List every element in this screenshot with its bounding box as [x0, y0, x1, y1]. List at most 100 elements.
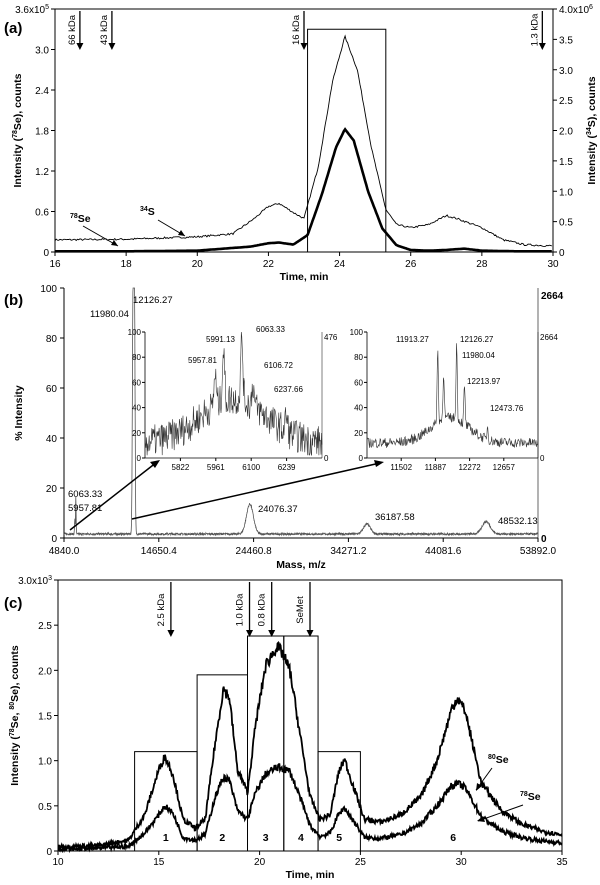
size-marker-label: 2.5 kDa	[156, 593, 167, 626]
y-tick-label: 2.5	[38, 621, 52, 632]
inset-pointer-high-head	[374, 460, 384, 467]
x-tick-label: 25	[355, 857, 367, 868]
y-axis-label: % Intensity	[13, 385, 25, 441]
y-tick-label-left: 3.0	[35, 46, 49, 57]
inset-y-tick-label: 0	[137, 454, 142, 463]
inset-y-tick-label: 40	[132, 404, 141, 413]
inset-x-tick-label: 6100	[242, 463, 260, 472]
y-tick-label-right: 4.0x106	[559, 4, 593, 16]
y-tick-label: 0.5	[38, 802, 52, 813]
inset-y-tick-label: 20	[132, 429, 141, 438]
inset-y-tick-label: 20	[354, 429, 363, 438]
y-tick-label: 1.0	[38, 757, 52, 768]
y-tick-label-right: 2.5	[559, 96, 573, 107]
x-tick-label: 22	[263, 259, 275, 270]
size-marker-arrow-head	[76, 43, 84, 50]
y-tick-label-right: 3.0	[559, 66, 573, 77]
x-tick-label: 14650.4	[141, 546, 178, 557]
size-marker-label: 1.3 kDa	[529, 13, 540, 46]
inset-y-tick-label: 80	[354, 353, 363, 362]
inset-y-tick-label: 80	[132, 353, 141, 362]
inset-low-mass: 0 20 40 60 80 100 5822 5961 6100 6239 476 0 5991.13 6…	[128, 325, 338, 472]
peak-label: 48532.13	[498, 516, 538, 527]
label-80se: 80Se	[488, 754, 509, 766]
y-tick-label: 100	[40, 284, 57, 295]
y-tick-label: 0	[46, 847, 52, 858]
fraction-label: 5	[336, 832, 342, 844]
inset-peak-label: 11980.04	[462, 351, 495, 360]
size-marker-arrow-head	[300, 43, 308, 50]
y-tick-label-right: 0	[559, 248, 565, 259]
x-axis-label: Time, min	[286, 869, 335, 881]
y-tick-label: 60	[46, 384, 58, 395]
size-marker-label: 43 kDa	[99, 14, 110, 45]
inset-peak-label: 11913.27	[396, 335, 429, 344]
label-78se: 78Se	[70, 213, 91, 225]
size-marker-label: 16 kDa	[291, 14, 302, 45]
inset-y-tick-label: 0	[359, 454, 364, 463]
y-tick-label: 2.0	[38, 666, 52, 677]
x-tick-label: 53892.0	[520, 546, 557, 557]
x-axis-label: Mass, m/z	[276, 559, 326, 571]
label-78se: 78Se	[520, 791, 541, 803]
y-axis-label-right: Intensity (34S), counts	[586, 76, 598, 184]
inset-peak-label: 12213.97	[467, 377, 501, 386]
label-34s: 34S	[140, 206, 155, 218]
peak-label: 5957.81	[68, 503, 102, 514]
size-marker-label: 0.8 kDa	[257, 593, 268, 626]
x-tick-label: 18	[121, 259, 133, 270]
series-80Se	[57, 640, 563, 851]
inset-spectrum-line	[366, 343, 539, 449]
label-80se-pointer-head	[476, 783, 482, 791]
inset-peak-label: 5957.81	[188, 356, 217, 365]
series-78Se	[55, 127, 552, 253]
label-78se-pointer-head	[111, 240, 118, 246]
x-tick-label: 20	[192, 259, 204, 270]
y-tick-label-left: 3.6x105	[15, 4, 49, 16]
inset-y-tick-label: 100	[350, 328, 364, 337]
y-tick-label-left: 0.6	[35, 208, 49, 219]
inset-pointer-high	[131, 462, 381, 520]
inset-x-tick-label: 11502	[390, 463, 412, 472]
peak-label: 36187.58	[375, 512, 415, 523]
inset-x-tick-label: 11887	[425, 463, 447, 472]
peak-label: 12126.27	[133, 295, 173, 306]
inset-right-top-label: 2664	[540, 333, 558, 342]
y-tick-label: 1.5	[38, 712, 52, 723]
collection-box	[307, 28, 387, 253]
x-tick-label: 16	[49, 259, 61, 270]
panel-a-label: (a)	[4, 20, 22, 37]
inset-x-tick-label: 5961	[207, 463, 225, 472]
x-tick-label: 26	[405, 259, 417, 270]
inset-y-tick-label: 60	[354, 378, 363, 387]
size-marker-arrow-head	[108, 43, 116, 50]
label-78se-pointer	[477, 804, 524, 822]
peak-label: 24076.37	[258, 504, 298, 515]
inset-y-tick-label: 60	[132, 378, 141, 387]
fraction-box	[283, 635, 319, 852]
right-axis-bottom-label: 0	[541, 534, 547, 545]
right-axis-top-label: 2664	[541, 291, 564, 302]
y-tick-label-left: 0	[43, 248, 49, 259]
inset-peak-label: 12473.76	[490, 404, 524, 413]
y-tick-label-right: 3.5	[559, 35, 573, 46]
y-tick-label-right: 2.0	[559, 127, 573, 138]
x-tick-label: 24460.8	[236, 546, 273, 557]
y-tick-label-right: 1.5	[559, 157, 573, 168]
y-tick-label-right: 1.0	[559, 187, 573, 198]
inset-y-tick-label: 100	[128, 328, 142, 337]
fraction-label: 4	[298, 832, 304, 844]
inset-peak-label: 5991.13	[206, 335, 235, 344]
panel-a: (a) 16 18 20 22 24 26 28 30 Time, min 0 0.6 1.2 1.8 2.…	[4, 4, 598, 283]
peak-label: 6063.33	[68, 489, 102, 500]
inset-x-tick-label: 12657	[493, 463, 516, 472]
inset-x-tick-label: 6239	[278, 463, 296, 472]
inset-spectrum-line	[144, 331, 323, 456]
panel-b: (b) 4840.0 14650.4 24460.8 34271.2 44081.6 538…	[4, 284, 564, 571]
fraction-label: 2	[219, 832, 225, 844]
y-tick-label: 3.0x103	[18, 575, 52, 587]
label-78se-pointer	[82, 225, 119, 247]
size-marker-arrow-head	[246, 630, 254, 637]
x-tick-label: 10	[52, 857, 64, 868]
inset-peak-label: 6106.72	[264, 361, 293, 370]
